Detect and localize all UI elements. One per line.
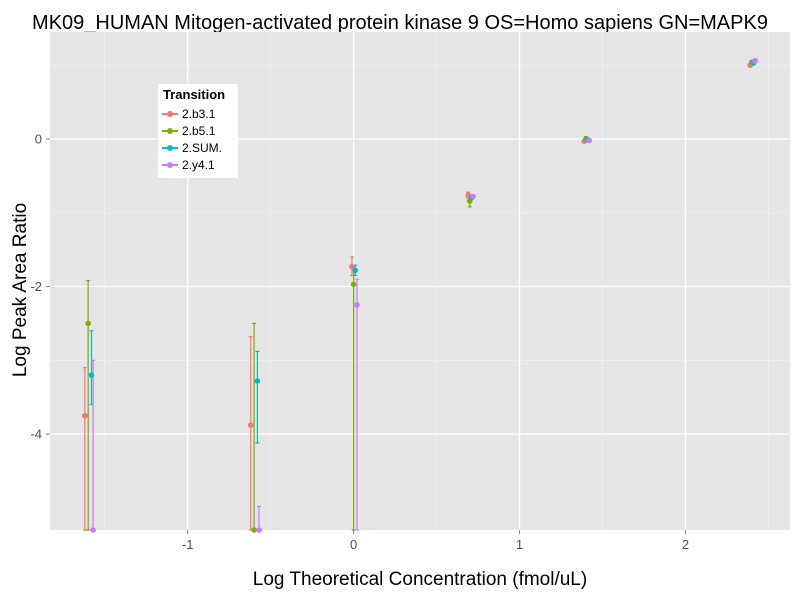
data-point [349, 263, 355, 270]
data-point [85, 320, 91, 327]
data-point [88, 372, 95, 378]
data-point [586, 137, 593, 144]
x-axis-ticks: -1 0 1 2 [182, 530, 689, 552]
y-axis-label: Log Peak Area Ratio [10, 202, 31, 378]
data-point [247, 422, 254, 429]
x-tick-label: 0 [350, 537, 357, 552]
data-point [90, 527, 96, 533]
legend-item-b5: 2.b5.1 [158, 123, 238, 140]
x-tick-label: 1 [516, 537, 523, 552]
data-point [350, 281, 357, 288]
x-tick-label: -1 [182, 537, 194, 552]
legend-dot [167, 128, 173, 134]
legend-label: 2.b5.1 [182, 124, 216, 138]
legend-dot [167, 162, 173, 168]
legend-dot [167, 111, 173, 117]
data-point [354, 302, 360, 308]
minor-gridlines [50, 32, 790, 530]
chart-title: MK09_HUMAN Mitogen-activated protein kin… [32, 12, 768, 34]
legend-item-sum: 2.SUM. [158, 140, 238, 157]
legend-item-y4: 2.y4.1 [158, 157, 238, 174]
y-axis-ticks: -4 -2 0 [30, 131, 50, 442]
legend-key-b3 [162, 106, 178, 122]
legend-item-b3: 2.b3.1 [158, 106, 238, 123]
data-point [251, 527, 257, 533]
legend-key-y4 [162, 157, 178, 173]
legend-key-b5 [162, 123, 178, 139]
data-point [82, 412, 88, 419]
y-tick-label: -4 [30, 427, 42, 442]
data-points [82, 57, 758, 533]
data-point [752, 57, 758, 64]
y-tick-label: -2 [30, 279, 42, 294]
data-point [470, 193, 476, 200]
legend: Transition 2.b3.1 2.b5.1 2.SUM. 2.y4.1 [158, 84, 238, 178]
data-point [254, 378, 261, 384]
y-tick-label: 0 [35, 131, 42, 146]
legend-dot [167, 145, 173, 151]
legend-label: 2.b3.1 [182, 107, 216, 121]
x-tick-label: 2 [682, 537, 689, 552]
legend-label: 2.y4.1 [182, 158, 215, 172]
data-point [352, 267, 359, 274]
legend-key-sum [162, 140, 178, 156]
legend-title: Transition [163, 87, 226, 102]
legend-label: 2.SUM. [182, 141, 223, 155]
data-point [256, 527, 262, 533]
x-axis-label: Log Theoretical Concentration (fmol/uL) [252, 569, 588, 590]
